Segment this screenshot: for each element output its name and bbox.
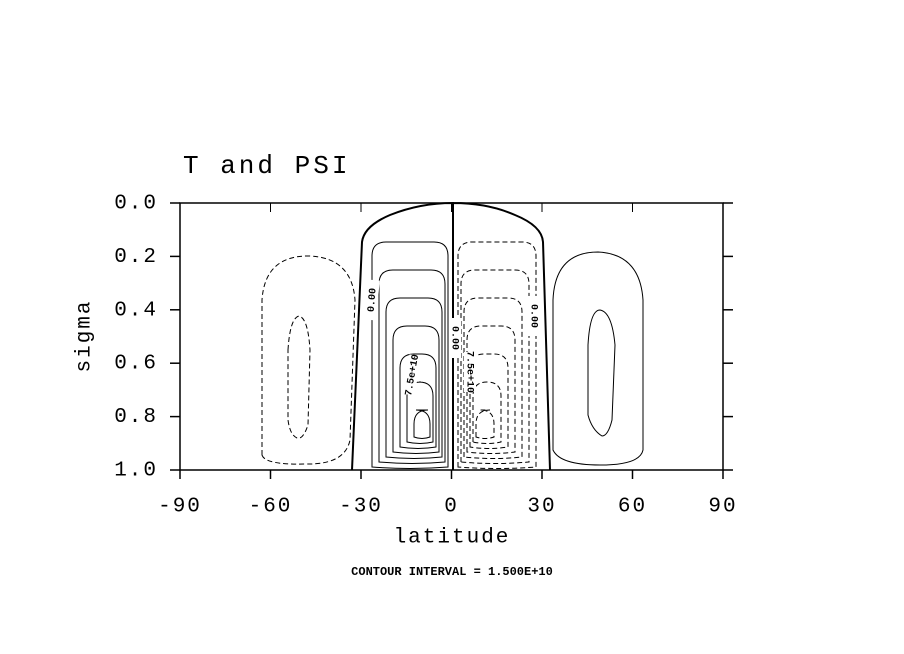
contour-line bbox=[457, 241, 537, 469]
contour-line bbox=[475, 409, 495, 439]
contour-line bbox=[385, 297, 443, 459]
contour-line bbox=[466, 325, 516, 454]
footer: CONTOUR INTERVAL = 1.500E+10 bbox=[351, 565, 553, 579]
x-tick-label: 60 bbox=[618, 496, 647, 519]
contour-label-bg bbox=[528, 296, 540, 336]
contour-label: 0.00 bbox=[367, 288, 380, 313]
contour-label-bg bbox=[364, 279, 380, 321]
contour-line bbox=[463, 297, 523, 459]
y-tick-label: 1.0 bbox=[114, 460, 158, 483]
x-axis-label: latitude bbox=[394, 527, 511, 550]
x-tick-label: -30 bbox=[339, 496, 383, 519]
y-axis-label: sigma bbox=[74, 299, 97, 372]
contour-label: 0.00 bbox=[527, 304, 538, 328]
y-tick-label: 0.2 bbox=[114, 246, 158, 269]
contour-label-bg bbox=[464, 352, 476, 392]
y-tick-label: 0.0 bbox=[114, 193, 158, 216]
contour-label: 7.5e+10 bbox=[463, 351, 474, 393]
contour-line bbox=[287, 315, 311, 439]
contour-line bbox=[261, 255, 356, 465]
contour-line bbox=[587, 309, 616, 437]
contour-line bbox=[392, 325, 440, 454]
contour-line bbox=[399, 353, 437, 449]
y-tick-label: 0.8 bbox=[114, 406, 158, 429]
y-tick-label: 0.6 bbox=[114, 353, 158, 376]
contour-line bbox=[413, 409, 431, 439]
contour-line bbox=[552, 251, 644, 466]
contour-label-bg bbox=[449, 318, 461, 358]
contours bbox=[261, 201, 644, 471]
x-tick-label: -60 bbox=[249, 496, 293, 519]
y-tick-label: 0.4 bbox=[114, 299, 158, 322]
contour-label-bg bbox=[402, 354, 422, 396]
contour-line bbox=[371, 241, 449, 469]
chart-title: T and PSI bbox=[183, 151, 350, 181]
contour-line bbox=[460, 269, 530, 464]
x-tick-label: 30 bbox=[527, 496, 556, 519]
x-tick-label: 90 bbox=[708, 496, 737, 519]
x-tick-label: -90 bbox=[158, 496, 202, 519]
x-tick-label: 0 bbox=[444, 496, 459, 519]
contour-line bbox=[378, 269, 446, 464]
contour-label: 0.00 bbox=[448, 326, 459, 350]
